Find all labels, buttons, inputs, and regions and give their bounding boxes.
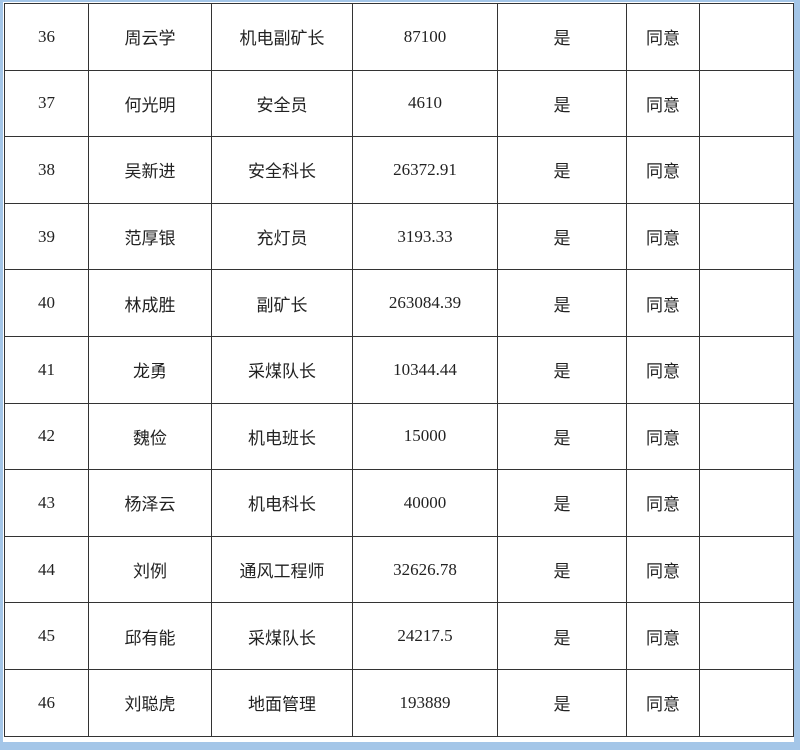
- cell-remark: [699, 402, 794, 471]
- cell-remark: [699, 3, 794, 71]
- table-row: 40 林成胜 副矿长 263084.39 是同意: [4, 269, 794, 337]
- cell-remark: [699, 668, 794, 737]
- cell-position: 安全员: [211, 69, 353, 138]
- table-row: 44 刘例 通风工程师 32626.78 是同意: [4, 535, 794, 604]
- table-row: 38 吴新进 安全科长 26372.91 是同意: [4, 136, 794, 204]
- cell-position: 机电副矿长: [211, 3, 353, 71]
- cell-amount: 15000: [352, 402, 498, 471]
- table-row: 46 刘聪虎 地面管理 193889 是同意: [4, 668, 794, 737]
- table-row: 41 龙勇 采煤队长 10344.44 是同意: [4, 335, 794, 404]
- cell-amount: 4610: [352, 69, 498, 138]
- cell-flag: 是: [497, 335, 627, 404]
- cell-amount: 263084.39: [352, 269, 498, 337]
- cell-name: 魏俭: [88, 402, 212, 471]
- cell-name: 林成胜: [88, 269, 212, 337]
- cell-position: 采煤队长: [211, 602, 353, 670]
- cell-flag: 是: [497, 602, 627, 670]
- cell-no: 40: [4, 269, 89, 337]
- cell-flag: 是: [497, 69, 627, 138]
- cell-no: 36: [4, 3, 89, 71]
- cell-amount: 10344.44: [352, 335, 498, 404]
- cell-remark: [699, 69, 794, 138]
- cell-no: 38: [4, 136, 89, 204]
- cell-no: 46: [4, 668, 89, 737]
- cell-name: 杨泽云: [88, 469, 212, 537]
- cell-opinion: 同意: [626, 535, 700, 604]
- cell-no: 45: [4, 602, 89, 670]
- cell-name: 刘聪虎: [88, 668, 212, 737]
- cell-remark: [699, 269, 794, 337]
- cell-opinion: 同意: [626, 335, 700, 404]
- cell-name: 龙勇: [88, 335, 212, 404]
- cell-flag: 是: [497, 202, 627, 271]
- cell-flag: 是: [497, 535, 627, 604]
- table-row: 39 范厚银 充灯员 3193.33 是同意: [4, 202, 794, 271]
- cell-flag: 是: [497, 469, 627, 537]
- cell-opinion: 同意: [626, 402, 700, 471]
- cell-flag: 是: [497, 668, 627, 737]
- cell-remark: [699, 469, 794, 537]
- cell-flag: 是: [497, 269, 627, 337]
- cell-opinion: 同意: [626, 3, 700, 71]
- cell-opinion: 同意: [626, 202, 700, 271]
- cell-position: 采煤队长: [211, 335, 353, 404]
- document-page: 36 周云学 机电副矿长 87100 是同意 37 何光明 安全员 4610 是同意 38 吴新进 安全…: [3, 2, 794, 742]
- cell-remark: [699, 136, 794, 204]
- cell-position: 地面管理: [211, 668, 353, 737]
- cell-name: 何光明: [88, 69, 212, 138]
- data-table: 36 周云学 机电副矿长 87100 是同意 37 何光明 安全员 4610 是同意 38 吴新进 安全…: [4, 3, 794, 737]
- cell-amount: 40000: [352, 469, 498, 537]
- table-row: 43 杨泽云 机电科长 40000 是同意: [4, 469, 794, 537]
- cell-remark: [699, 335, 794, 404]
- cell-amount: 87100: [352, 3, 498, 71]
- cell-position: 机电班长: [211, 402, 353, 471]
- cell-amount: 24217.5: [352, 602, 498, 670]
- cell-position: 安全科长: [211, 136, 353, 204]
- cell-opinion: 同意: [626, 136, 700, 204]
- cell-amount: 193889: [352, 668, 498, 737]
- cell-position: 机电科长: [211, 469, 353, 537]
- cell-remark: [699, 602, 794, 670]
- table-row: 42 魏俭 机电班长 15000 是同意: [4, 402, 794, 471]
- cell-no: 44: [4, 535, 89, 604]
- cell-position: 充灯员: [211, 202, 353, 271]
- cell-no: 43: [4, 469, 89, 537]
- cell-amount: 3193.33: [352, 202, 498, 271]
- cell-position: 副矿长: [211, 269, 353, 337]
- cell-opinion: 同意: [626, 469, 700, 537]
- cell-amount: 26372.91: [352, 136, 498, 204]
- cell-flag: 是: [497, 3, 627, 71]
- cell-remark: [699, 202, 794, 271]
- cell-flag: 是: [497, 136, 627, 204]
- cell-opinion: 同意: [626, 602, 700, 670]
- cell-position: 通风工程师: [211, 535, 353, 604]
- cell-no: 42: [4, 402, 89, 471]
- cell-opinion: 同意: [626, 269, 700, 337]
- table-row: 36 周云学 机电副矿长 87100 是同意: [4, 3, 794, 71]
- cell-name: 邱有能: [88, 602, 212, 670]
- cell-name: 范厚银: [88, 202, 212, 271]
- cell-no: 37: [4, 69, 89, 138]
- cell-no: 39: [4, 202, 89, 271]
- cell-opinion: 同意: [626, 69, 700, 138]
- cell-name: 吴新进: [88, 136, 212, 204]
- table-row: 45 邱有能 采煤队长 24217.5 是同意: [4, 602, 794, 670]
- cell-name: 周云学: [88, 3, 212, 71]
- cell-name: 刘例: [88, 535, 212, 604]
- table-row: 37 何光明 安全员 4610 是同意: [4, 69, 794, 138]
- cell-no: 41: [4, 335, 89, 404]
- cell-flag: 是: [497, 402, 627, 471]
- cell-remark: [699, 535, 794, 604]
- cell-opinion: 同意: [626, 668, 700, 737]
- cell-amount: 32626.78: [352, 535, 498, 604]
